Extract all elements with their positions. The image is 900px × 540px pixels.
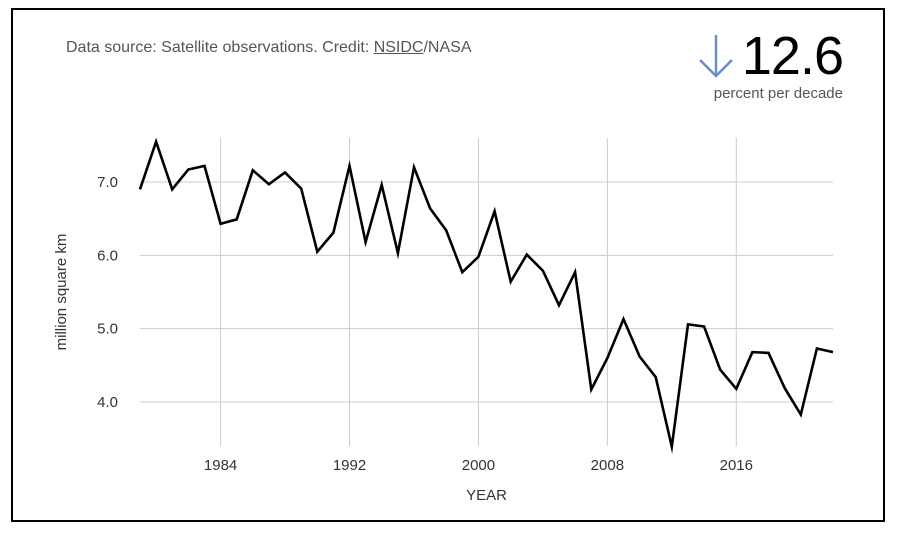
trend-value: 12.6 bbox=[741, 26, 844, 86]
x-axis-title: YEAR bbox=[466, 487, 507, 504]
x-tick-label: 1984 bbox=[204, 457, 237, 474]
chart-frame bbox=[11, 8, 885, 522]
series-layer bbox=[138, 137, 834, 454]
y-axis-title: million square km bbox=[53, 234, 70, 351]
x-tick-label: 2016 bbox=[720, 457, 753, 474]
y-tick-label: 5.0 bbox=[97, 321, 118, 338]
y-tick-label: 7.0 bbox=[97, 174, 118, 191]
source-suffix: /NASA bbox=[423, 39, 472, 56]
data-source-credit: Data source: Satellite observations. Cre… bbox=[66, 39, 472, 57]
source-text: Data source: Satellite observations. Cre… bbox=[66, 39, 374, 56]
x-axis-ticks: 1984 1992 2000 2008 2016 bbox=[204, 457, 753, 474]
down-arrow-icon bbox=[699, 35, 733, 78]
y-tick-label: 4.0 bbox=[97, 394, 118, 411]
grid-lines bbox=[140, 138, 833, 446]
x-tick-label: 2000 bbox=[462, 457, 495, 474]
y-axis-ticks: 4.0 5.0 6.0 7.0 bbox=[97, 174, 118, 411]
trend-stat: 12.6 percent per decade bbox=[696, 26, 844, 102]
x-tick-label: 1992 bbox=[333, 457, 366, 474]
nsidc-link[interactable]: NSIDC bbox=[373, 39, 424, 56]
y-tick-label: 6.0 bbox=[97, 247, 118, 264]
extent-series-line bbox=[138, 137, 834, 454]
trend-unit: percent per decade bbox=[713, 85, 843, 102]
x-tick-label: 2008 bbox=[591, 457, 624, 474]
